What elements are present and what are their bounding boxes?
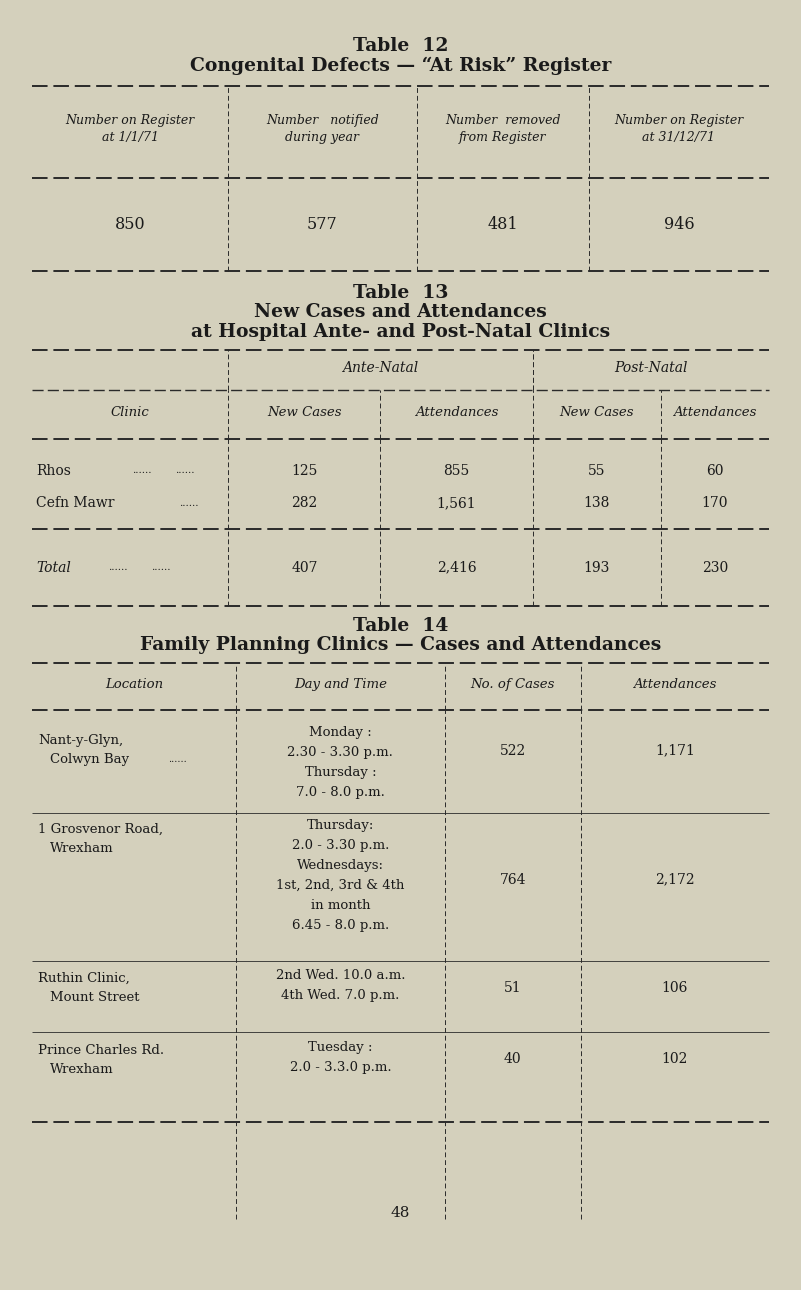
Text: ......: ...... bbox=[179, 499, 198, 507]
Text: 230: 230 bbox=[702, 561, 728, 574]
Text: ......: ...... bbox=[151, 564, 170, 571]
Text: 2,416: 2,416 bbox=[437, 561, 477, 574]
Text: 51: 51 bbox=[504, 982, 521, 995]
Text: New Cases: New Cases bbox=[267, 406, 342, 419]
Text: at Hospital Ante- and Post-Natal Clinics: at Hospital Ante- and Post-Natal Clinics bbox=[191, 322, 610, 341]
Text: Location: Location bbox=[105, 679, 163, 691]
Text: Table  12: Table 12 bbox=[352, 37, 449, 55]
Text: 60: 60 bbox=[706, 464, 723, 477]
Text: Clinic: Clinic bbox=[111, 406, 150, 419]
Text: ......: ...... bbox=[175, 467, 194, 475]
Text: Cefn Mawr: Cefn Mawr bbox=[36, 497, 115, 510]
Text: Table  13: Table 13 bbox=[352, 284, 449, 302]
Text: Attendances: Attendances bbox=[633, 679, 717, 691]
Text: Thursday:: Thursday: bbox=[307, 819, 374, 832]
Text: Attendances: Attendances bbox=[673, 406, 757, 419]
Text: Mount Street: Mount Street bbox=[50, 991, 139, 1004]
Text: 1 Grosvenor Road,: 1 Grosvenor Road, bbox=[38, 823, 163, 836]
Text: 106: 106 bbox=[662, 982, 688, 995]
Text: 6.45 - 8.0 p.m.: 6.45 - 8.0 p.m. bbox=[292, 918, 389, 933]
Text: 193: 193 bbox=[584, 561, 610, 574]
Text: 2,172: 2,172 bbox=[655, 873, 694, 886]
Text: 102: 102 bbox=[662, 1053, 688, 1066]
Text: 764: 764 bbox=[499, 873, 526, 886]
Text: 1st, 2nd, 3rd & 4th: 1st, 2nd, 3rd & 4th bbox=[276, 878, 405, 893]
Text: 2.30 - 3.30 p.m.: 2.30 - 3.30 p.m. bbox=[288, 746, 393, 760]
Text: 138: 138 bbox=[584, 497, 610, 510]
Text: 48: 48 bbox=[391, 1206, 410, 1219]
Text: New Cases and Attendances: New Cases and Attendances bbox=[254, 303, 547, 321]
Text: 946: 946 bbox=[663, 215, 694, 233]
Text: Wednesdays:: Wednesdays: bbox=[297, 859, 384, 872]
Text: Ruthin Clinic,: Ruthin Clinic, bbox=[38, 971, 131, 984]
Text: 855: 855 bbox=[444, 464, 469, 477]
Text: 1,171: 1,171 bbox=[655, 744, 694, 757]
Text: Nant-y-Glyn,: Nant-y-Glyn, bbox=[38, 734, 123, 747]
Text: 2.0 - 3.3.0 p.m.: 2.0 - 3.3.0 p.m. bbox=[290, 1060, 391, 1075]
Text: ......: ...... bbox=[108, 564, 127, 571]
Text: 522: 522 bbox=[500, 744, 525, 757]
Text: Table  14: Table 14 bbox=[352, 617, 449, 635]
Text: Number on Register
at 31/12/71: Number on Register at 31/12/71 bbox=[614, 114, 743, 144]
Text: Number   notified
during year: Number notified during year bbox=[266, 114, 379, 144]
Text: Prince Charles Rd.: Prince Charles Rd. bbox=[38, 1044, 164, 1057]
Text: 170: 170 bbox=[702, 497, 728, 510]
Text: 4th Wed. 7.0 p.m.: 4th Wed. 7.0 p.m. bbox=[281, 988, 400, 1002]
Text: 282: 282 bbox=[292, 497, 317, 510]
Text: Thursday :: Thursday : bbox=[304, 766, 376, 779]
Text: ......: ...... bbox=[168, 756, 187, 764]
Text: 55: 55 bbox=[588, 464, 606, 477]
Text: in month: in month bbox=[311, 899, 370, 912]
Text: Rhos: Rhos bbox=[36, 464, 71, 477]
Text: 125: 125 bbox=[292, 464, 317, 477]
Text: Wrexham: Wrexham bbox=[50, 1063, 113, 1076]
Text: 2nd Wed. 10.0 a.m.: 2nd Wed. 10.0 a.m. bbox=[276, 969, 405, 982]
Text: 407: 407 bbox=[291, 561, 318, 574]
Text: Day and Time: Day and Time bbox=[294, 679, 387, 691]
Text: Tuesday :: Tuesday : bbox=[308, 1041, 372, 1054]
Text: 850: 850 bbox=[115, 215, 146, 233]
Text: Wrexham: Wrexham bbox=[50, 842, 113, 855]
Text: Attendances: Attendances bbox=[415, 406, 498, 419]
Text: Total: Total bbox=[36, 561, 71, 574]
Text: Post-Natal: Post-Natal bbox=[614, 361, 687, 374]
Text: ......: ...... bbox=[132, 467, 151, 475]
Text: Ante-Natal: Ante-Natal bbox=[342, 361, 419, 374]
Text: Number  removed
from Register: Number removed from Register bbox=[445, 114, 561, 144]
Text: 2.0 - 3.30 p.m.: 2.0 - 3.30 p.m. bbox=[292, 838, 389, 853]
Text: Number on Register
at 1/1/71: Number on Register at 1/1/71 bbox=[66, 114, 195, 144]
Text: 1,561: 1,561 bbox=[437, 497, 477, 510]
Text: New Cases: New Cases bbox=[559, 406, 634, 419]
Text: Family Planning Clinics — Cases and Attendances: Family Planning Clinics — Cases and Atte… bbox=[140, 636, 661, 654]
Text: Monday :: Monday : bbox=[309, 726, 372, 739]
Text: 7.0 - 8.0 p.m.: 7.0 - 8.0 p.m. bbox=[296, 786, 384, 800]
Text: 577: 577 bbox=[307, 215, 338, 233]
Text: No. of Cases: No. of Cases bbox=[470, 679, 555, 691]
Text: Congenital Defects — “At Risk” Register: Congenital Defects — “At Risk” Register bbox=[190, 57, 611, 75]
Text: Colwyn Bay: Colwyn Bay bbox=[50, 753, 129, 766]
Text: 481: 481 bbox=[487, 215, 518, 233]
Text: 40: 40 bbox=[504, 1053, 521, 1066]
